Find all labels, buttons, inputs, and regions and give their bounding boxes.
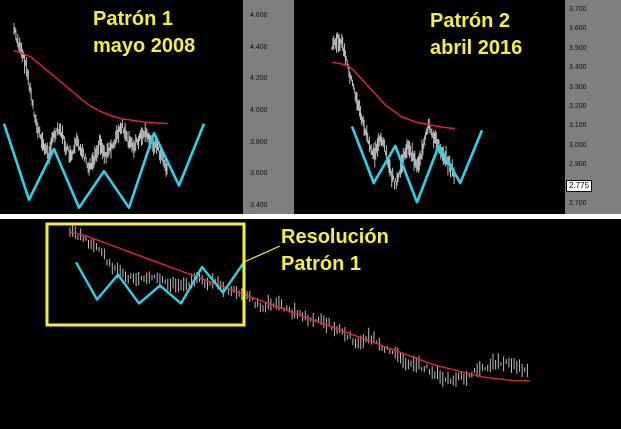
panel3-annotation-line1: Resolución	[281, 226, 389, 248]
panel2-tick-label: 3.400	[569, 64, 587, 72]
panel2-tick-label: 3.500	[569, 44, 587, 52]
panel1-title-line1: Patrón 1	[93, 8, 174, 30]
panel3-highlight-box	[45, 222, 246, 327]
panel2-last-price-label: 2.775	[566, 180, 593, 192]
panel2-tick-label: 3.100	[569, 122, 587, 130]
panel2-tick-label: 2.700	[569, 200, 587, 208]
panel2-tick-label: 3.600	[569, 25, 587, 33]
panel2-title-line2: abril 2016	[430, 37, 523, 59]
panel2-title-line1: Patrón 2	[430, 10, 511, 32]
panel2-tick-label: 3.700	[569, 5, 587, 13]
panel2-tick-label: 3.000	[569, 141, 587, 149]
panel-separator	[0, 214, 621, 219]
panel1-tick-label: 3.800	[250, 138, 268, 146]
panel2-tick-label: 3.200	[569, 103, 587, 110]
panel1-pattern-zigzag	[2, 123, 206, 209]
panel1-tick-label: 3.600	[250, 170, 268, 178]
panel2-tick-label: 3.300	[569, 83, 587, 91]
panel3-annotation-line2: Patrón 1	[281, 253, 362, 275]
panel2-price-axis	[565, 0, 621, 214]
panel1-moving-average	[13, 50, 169, 125]
panel1-price-axis	[243, 0, 294, 214]
panel3-inset-pattern-zigzag	[74, 261, 245, 305]
panel1-tick-label: 4.200	[250, 75, 268, 83]
panel2-tick-label: 2.900	[569, 161, 587, 169]
panel1-tick-label: 4.400	[250, 43, 268, 51]
panel2-pattern-zigzag	[350, 126, 484, 204]
panel1-tick-label: 3.400	[250, 202, 268, 210]
panel3-moving-average	[69, 231, 530, 382]
panel1-title-line2: mayo 2008	[93, 35, 196, 57]
panel2-moving-average	[331, 61, 456, 130]
panel1-tick-label: 4.000	[250, 106, 268, 114]
panel3-annotation-connector	[243, 245, 281, 263]
panel1-tick-label: 4.600	[250, 11, 268, 19]
